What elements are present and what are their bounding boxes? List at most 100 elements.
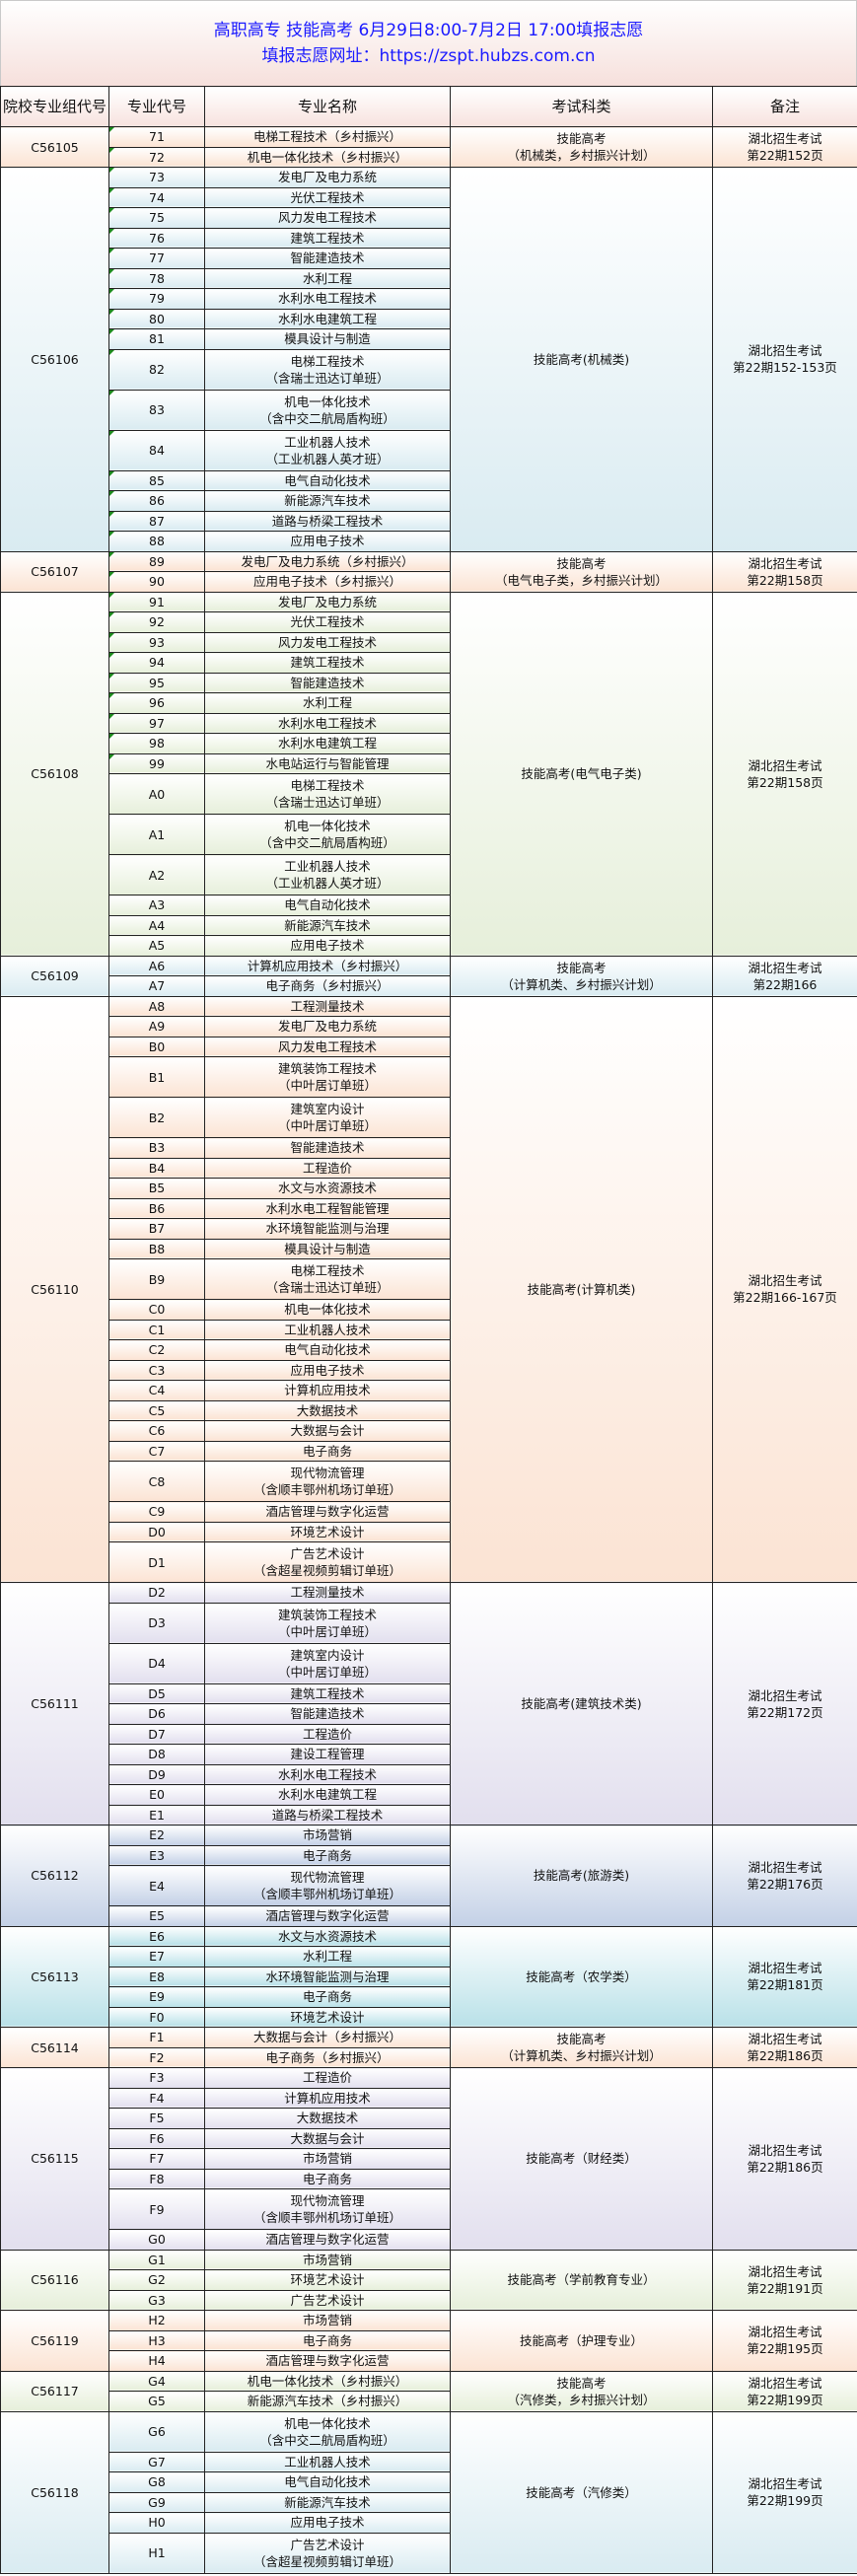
major-code-cell: D4 <box>108 1642 205 1684</box>
major-name-cell: 道路与桥梁工程技术 <box>204 1804 451 1825</box>
major-code-cell: A8 <box>108 995 205 1017</box>
table-row: D5 建筑工程技术 <box>1 1682 857 1704</box>
major-code-cell: 78 <box>108 267 205 289</box>
table-row: H1 广告艺术设计 （含超星视频剪辑订单班） <box>1 2532 857 2574</box>
major-code-cell: A1 <box>108 814 205 855</box>
exam-category-cell: 技能高考 （机械类，乡村振兴计划） <box>450 126 713 168</box>
major-name-cell: 应用电子技术 <box>204 935 451 957</box>
major-name-cell: 水利水电建筑工程 <box>204 1784 451 1806</box>
group-code-cell: C56118 <box>0 2410 109 2574</box>
major-name-cell: 模具设计与制造 <box>204 1238 451 1259</box>
major-code-cell: 76 <box>108 227 205 249</box>
major-name-cell: 广告艺术设计 （含超星视频剪辑订单班） <box>204 2532 451 2574</box>
group-code-cell: C56114 <box>0 2027 109 2068</box>
major-name-cell: 工程造价 <box>204 1157 451 1179</box>
table-row: D4 建筑室内设计 （中叶居订单班） <box>1 1642 857 1684</box>
major-name-cell: 电梯工程技术 （含瑞士迅达订单班） <box>204 348 451 391</box>
major-name-cell: 大数据与会计 <box>204 1420 451 1442</box>
major-name-cell: 现代物流管理 （含顺丰鄂州机场订单班） <box>204 1461 451 1502</box>
remarks-cell: 湖北招生考试 第22期166-167页 <box>712 995 857 1583</box>
table-row: 93 风力发电工程技术 <box>1 631 857 653</box>
major-code-cell: F8 <box>108 2168 205 2189</box>
major-name-cell: 智能建造技术 <box>204 248 451 269</box>
exam-category-cell: 技能高考（财经类） <box>450 2067 713 2251</box>
major-name-cell: 水利水电工程技术 <box>204 288 451 310</box>
group-code-cell: C56111 <box>0 1582 109 1825</box>
exam-category-cell: 技能高考(机械类) <box>450 167 713 552</box>
major-name-cell: 电气自动化技术 <box>204 894 451 916</box>
table-row: C4 计算机应用技术 <box>1 1380 857 1401</box>
major-name-cell: 计算机应用技术 <box>204 2087 451 2109</box>
major-name-cell: 电梯工程技术 （含瑞士迅达订单班） <box>204 773 451 815</box>
major-code-cell: E3 <box>108 1844 205 1866</box>
major-code-cell: E7 <box>108 1946 205 1968</box>
table-row: D8 建设工程管理 <box>1 1744 857 1765</box>
major-code-cell: F4 <box>108 2087 205 2109</box>
table-row: F5 大数据技术 <box>1 2108 857 2129</box>
table-row: C56117 G4 机电一体化技术（乡村振兴） 技能高考 （汽修类，乡村振兴计划） 湖北… <box>0 2370 857 2412</box>
header-row: 院校专业组代号 专业代号 专业名称 考试科类 备注 <box>0 86 857 127</box>
group-code-cell: C56112 <box>0 1825 109 1927</box>
exam-category-cell: 技能高考（农学类） <box>450 1925 713 2028</box>
group-code-cell: C56117 <box>0 2370 109 2412</box>
major-name-cell: 电气自动化技术 <box>204 469 451 491</box>
major-code-cell: D9 <box>108 1763 205 1785</box>
major-name-cell: 工业机器人技术 <box>204 2451 451 2472</box>
major-code-cell: H0 <box>108 2512 205 2534</box>
exam-category-cell: 技能高考(旅游类) <box>450 1825 713 1927</box>
major-name-cell: 水电站运行与智能管理 <box>204 752 451 774</box>
major-code-cell: G1 <box>108 2249 205 2270</box>
major-name-cell: 风力发电工程技术 <box>204 207 451 229</box>
major-name-cell: 水利工程 <box>204 267 451 289</box>
table-row: C56116 G1 市场营销 技能高考（学前教育专业） 湖北招生考试 第22期191页 <box>0 2249 857 2311</box>
major-name-cell: 建筑室内设计 （中叶居订单班） <box>204 1642 451 1684</box>
exam-category-cell: 技能高考(电气电子类) <box>450 591 713 957</box>
major-code-cell: B6 <box>108 1197 205 1219</box>
major-code-cell: C9 <box>108 1501 205 1523</box>
major-code-cell: G3 <box>108 2289 205 2311</box>
remarks-cell: 湖北招生考试 第22期158页 <box>712 591 857 957</box>
major-name-cell: 水利水电工程技术 <box>204 1763 451 1785</box>
major-code-cell: D6 <box>108 1703 205 1725</box>
major-name-cell: 光伏工程技术 <box>204 611 451 633</box>
major-name-cell: 酒店管理与数字化运营 <box>204 1905 451 1927</box>
major-code-cell: B1 <box>108 1056 205 1098</box>
table-row: E9 电子商务 <box>1 1986 857 2008</box>
major-name-cell: 计算机应用技术 <box>204 1380 451 1401</box>
major-name-cell: 酒店管理与数字化运营 <box>204 2229 451 2251</box>
major-name-cell: 环境艺术设计 <box>204 2269 451 2291</box>
major-code-cell: E8 <box>108 1966 205 1987</box>
table-row: A0 电梯工程技术 （含瑞士迅达订单班） <box>1 773 857 815</box>
major-name-cell: 新能源汽车技术（乡村振兴） <box>204 2391 451 2412</box>
group-code-cell: C56108 <box>0 591 109 957</box>
table-row: A4 新能源汽车技术 <box>1 914 857 936</box>
table-row: C56107 89 发电厂及电力系统（乡村振兴） 技能高考 （电气电子类，乡村振兴计划… <box>0 550 857 593</box>
major-name-cell: 模具设计与制造 <box>204 328 451 350</box>
remarks-cell: 湖北招生考试 第22期186页 <box>712 2067 857 2251</box>
table-row: A2 工业机器人技术 （工业机器人英才班） <box>1 854 857 895</box>
table-row: C56118 G6 机电一体化技术 （含中交二航局盾构班） 技能高考（汽修类） 湖北招生… <box>0 2410 857 2574</box>
remarks-cell: 湖北招生考试 第22期195页 <box>712 2310 857 2372</box>
major-name-cell: 电子商务 <box>204 2168 451 2189</box>
major-name-cell: 电梯工程技术（乡村振兴） <box>204 126 451 148</box>
remarks-cell: 湖北招生考试 第22期181页 <box>712 1925 857 2028</box>
table-row: 90 应用电子技术（乡村振兴） <box>1 571 857 593</box>
major-name-cell: 机电一体化技术 <box>204 1299 451 1321</box>
group-code-cell: C56113 <box>0 1925 109 2028</box>
table-row: 96 水利工程 <box>1 692 857 714</box>
table-row: E0 水利水电建筑工程 <box>1 1784 857 1806</box>
major-name-cell: 大数据与会计（乡村振兴） <box>204 2027 451 2048</box>
table-row: C1 工业机器人技术 <box>1 1319 857 1340</box>
table-row: C56119 H2 市场营销 技能高考（护理专业） 湖北招生考试 第22期195页 <box>0 2310 857 2372</box>
table-row: C56108 91 发电厂及电力系统 技能高考(电气电子类) 湖北招生考试 第22期15… <box>0 591 857 957</box>
major-code-cell: H3 <box>108 2329 205 2351</box>
major-code-cell: A6 <box>108 955 205 976</box>
major-code-cell: G2 <box>108 2269 205 2291</box>
major-name-cell: 发电厂及电力系统（乡村振兴） <box>204 550 451 572</box>
remarks-cell: 湖北招生考试 第22期152-153页 <box>712 167 857 552</box>
table-row: F0 环境艺术设计 <box>1 2006 857 2028</box>
table-row: F2 电子商务（乡村振兴） <box>1 2046 857 2068</box>
exam-category-cell: 技能高考(建筑技术类) <box>450 1582 713 1825</box>
major-name-cell: 机电一体化技术 （含中交二航局盾构班） <box>204 814 451 855</box>
major-code-cell: 99 <box>108 752 205 774</box>
